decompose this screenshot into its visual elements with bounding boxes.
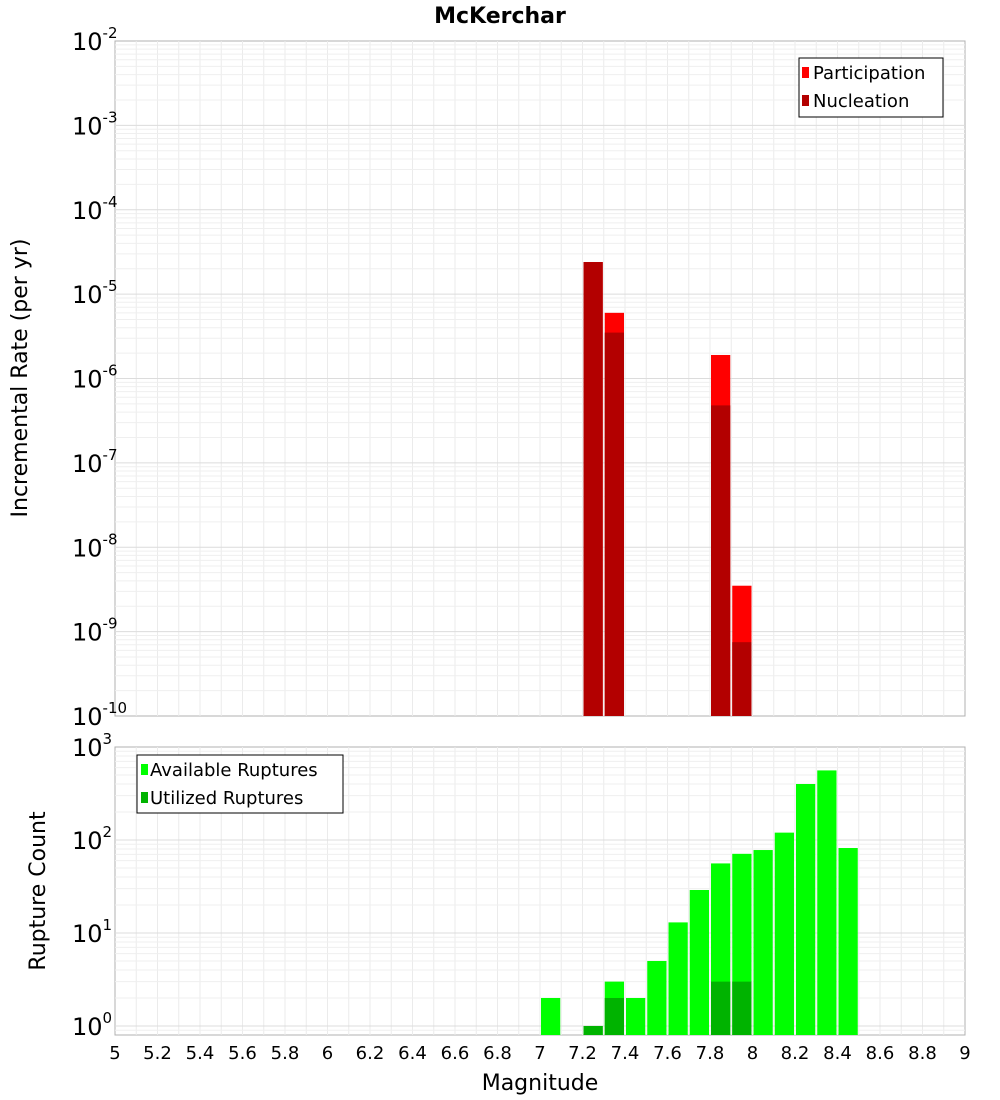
- count-y-tick-label: 100: [72, 1009, 112, 1041]
- rate-y-tick-label: 10-4: [72, 193, 118, 225]
- legend-label-available: Available Ruptures: [150, 760, 318, 781]
- rate-bar-nucleation: [583, 262, 603, 716]
- count-legend-box: [136, 754, 344, 814]
- x-tick-label: 8.2: [781, 1043, 810, 1064]
- legend-label-utilized: Utilized Ruptures: [150, 788, 303, 809]
- rate-bar-nucleation: [604, 332, 624, 716]
- legend-swatch-participation: [802, 67, 809, 78]
- rate-legend: Participation Nucleation: [798, 57, 944, 118]
- x-tick-label: 6: [322, 1043, 333, 1064]
- count-bar-utilized-ruptures: [711, 981, 731, 1035]
- count-y-tick-label: 102: [72, 823, 112, 855]
- x-tick-label: 6.4: [398, 1043, 427, 1064]
- x-tick-label: 5.2: [143, 1043, 172, 1064]
- rate-legend-box: [798, 57, 944, 118]
- rate-y-tick-label: 10-3: [72, 108, 118, 140]
- count-bar-available-ruptures: [774, 832, 794, 1035]
- count-bar-available-ruptures: [689, 889, 709, 1035]
- x-tick-label: 6.8: [483, 1043, 512, 1064]
- count-bar-utilized-ruptures: [604, 997, 624, 1035]
- rate-y-axis-label: Incremental Rate (per yr): [8, 239, 33, 518]
- legend-swatch-nucleation: [802, 95, 809, 106]
- x-tick-label: 6.2: [356, 1043, 385, 1064]
- x-tick-label: 5.8: [271, 1043, 300, 1064]
- rate-y-tick-label: 10-5: [72, 277, 118, 309]
- legend-swatch-utilized: [141, 792, 148, 803]
- count-bar-available-ruptures: [753, 850, 773, 1035]
- count-bar-utilized-ruptures: [732, 981, 752, 1035]
- x-tick-label: 7.6: [653, 1043, 682, 1064]
- count-y-tick-label: 103: [72, 730, 112, 762]
- rate-y-tick-label: 10-6: [72, 362, 118, 394]
- count-bar-available-ruptures: [541, 997, 561, 1035]
- x-tick-label: 7.2: [568, 1043, 597, 1064]
- rate-y-tick-label: 10-10: [72, 699, 127, 731]
- rate-bar-nucleation: [732, 642, 752, 716]
- rate-y-tick-labels: 10-10 10-9 10-8 10-7 10-6 10-5 10-4 10-3 10-2: [72, 24, 127, 731]
- rate-y-tick-label: 10-8: [72, 530, 118, 562]
- x-tick-label: 7.4: [611, 1043, 640, 1064]
- x-tick-label: 8.4: [823, 1043, 852, 1064]
- x-tick-label: 6.6: [441, 1043, 470, 1064]
- rate-bars: [583, 262, 752, 716]
- x-tick-label: 5.6: [228, 1043, 257, 1064]
- legend-label-nucleation: Nucleation: [813, 91, 909, 112]
- rate-y-tick-label: 10-9: [72, 615, 118, 647]
- x-tick-labels: 5 5.2 5.4 5.6 5.8 6 6.2 6.4 6.6 6.8 7 7.2 7.4 7.6 7.8 8…: [109, 1043, 970, 1064]
- count-y-tick-label: 101: [72, 916, 112, 948]
- count-bar-available-ruptures: [668, 922, 688, 1035]
- count-y-tick-labels: 100 101 102 103: [72, 730, 112, 1041]
- count-bars: [541, 770, 858, 1035]
- x-tick-label: 9: [959, 1043, 970, 1064]
- x-tick-label: 7.8: [696, 1043, 725, 1064]
- count-bar-available-ruptures: [647, 960, 667, 1035]
- count-bar-available-ruptures: [796, 784, 816, 1035]
- x-tick-label: 8.8: [908, 1043, 937, 1064]
- rate-gridlines: [115, 41, 965, 716]
- legend-label-participation: Participation: [813, 63, 925, 84]
- count-bar-utilized-ruptures: [583, 1025, 603, 1035]
- count-bar-available-ruptures: [817, 770, 837, 1035]
- count-bar-available-ruptures: [626, 997, 646, 1035]
- x-tick-label: 7: [534, 1043, 545, 1064]
- legend-swatch-available: [141, 764, 148, 775]
- count-bar-available-ruptures: [838, 848, 858, 1035]
- rate-y-tick-label: 10-7: [72, 446, 118, 478]
- x-tick-label: 5: [109, 1043, 120, 1064]
- x-tick-label: 8.6: [866, 1043, 895, 1064]
- chart-title: McKerchar: [434, 4, 566, 29]
- rate-y-tick-label: 10-2: [72, 24, 118, 56]
- count-legend: Available Ruptures Utilized Ruptures: [136, 754, 344, 814]
- rate-bar-nucleation: [711, 405, 731, 716]
- x-axis-label: Magnitude: [482, 1071, 599, 1096]
- x-tick-label: 8: [747, 1043, 758, 1064]
- count-panel: 100 101 102 103 Rupture Count Available Rup…: [26, 730, 971, 1096]
- rate-panel: 10-10 10-9 10-8 10-7 10-6 10-5 10-4 10-3 10-2 In…: [8, 24, 966, 731]
- x-tick-label: 5.4: [186, 1043, 215, 1064]
- count-y-axis-label: Rupture Count: [26, 811, 51, 971]
